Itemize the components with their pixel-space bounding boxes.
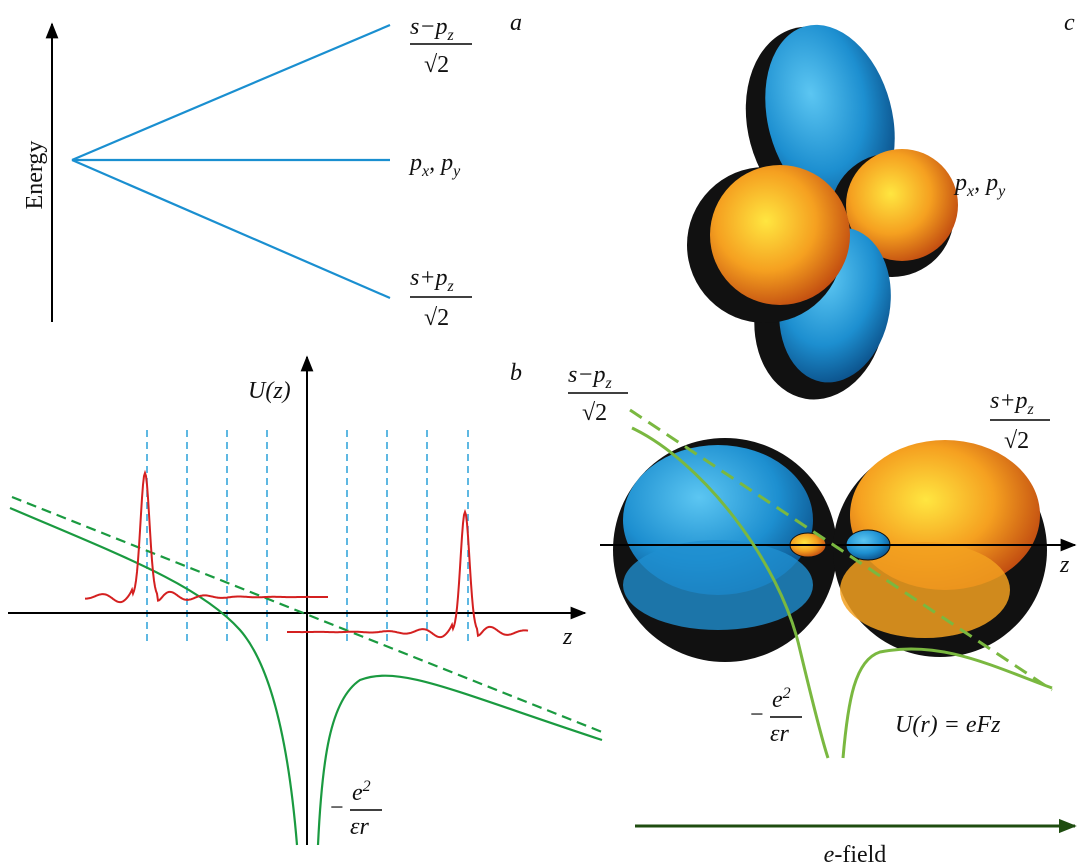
svg-text:e2: e2 [772,685,791,713]
text-part: s+p [410,265,448,291]
pxpy-orbital [687,10,958,410]
text-part: s+p [990,388,1028,414]
text-part: − [750,702,764,728]
text-part: , [974,170,986,196]
wavefunction-left [85,473,328,602]
panel-a: Energy a s−pz √2 px, py s+pz √2 [22,10,522,331]
text-part: y [996,183,1006,200]
energy-levels [72,25,390,298]
panel-label: c [1064,10,1075,36]
denominator: √2 [424,52,449,78]
coulomb-left [10,508,297,845]
right-lobe-label: s+pz √2 [990,388,1050,454]
text-part: z [1027,401,1035,418]
text-part: εr [770,721,789,747]
u-axis-label: U(z) [248,378,291,404]
svg-text:s+pz: s+pz [990,388,1035,418]
text-part: √2 [582,400,607,426]
text-part: , [429,150,441,176]
wavefunction-right [287,512,528,637]
text-part: √2 [424,305,449,331]
text-part: p [953,170,967,196]
sp-orbitals [613,438,1047,662]
left-lobe-label: s−pz √2 [568,362,628,426]
z-axis-label: z [1059,552,1070,578]
field-potential-label: U(r) = eFz [895,712,1001,738]
svg-text:e2: e2 [352,778,371,806]
lower-level-label: s+pz √2 [410,265,472,331]
coulomb-label: − e2 εr [750,685,802,747]
upper-level-label: s−pz √2 [410,14,472,78]
pxpy-label: px, py [953,170,1006,200]
coulomb-label: − e2 εr [330,778,382,840]
panel-b: U(z) b z − e2 εr [8,357,602,845]
text-part: z [447,278,455,295]
text-part: x [966,183,974,200]
coulomb-right [843,649,1052,758]
panel-label: a [510,10,522,36]
figure: Energy a s−pz √2 px, py s+pz √2 [0,0,1080,868]
text-part: − [330,795,344,821]
text-part: e [824,842,835,868]
text-part: e [772,687,783,713]
text-part: z [605,375,613,392]
text-part: p [984,170,998,196]
text-part: s−p [568,362,606,388]
panel-label: b [510,360,522,386]
middle-level-label: px, py [408,150,461,180]
text-part: p [439,150,453,176]
text-part: εr [350,814,369,840]
svg-text:s−pz: s−pz [568,362,613,392]
text-part: √2 [1004,428,1029,454]
subscript: z [447,27,455,44]
panel-c: c px, py z s−pz [568,10,1075,868]
text-part: 2 [363,778,371,795]
energy-label: Energy [22,141,48,210]
text-part: p [408,150,422,176]
numerator: s−p [410,14,448,40]
text-part: -field [834,842,886,868]
svg-text:s+pz: s+pz [410,265,455,295]
text-part: y [451,163,461,180]
text-part: 2 [783,685,791,702]
z-axis-label: z [562,624,573,650]
text-part: x [421,163,429,180]
svg-text:s−pz: s−pz [410,14,455,44]
text-part: e [352,780,363,806]
field-label: e-field [824,842,887,868]
